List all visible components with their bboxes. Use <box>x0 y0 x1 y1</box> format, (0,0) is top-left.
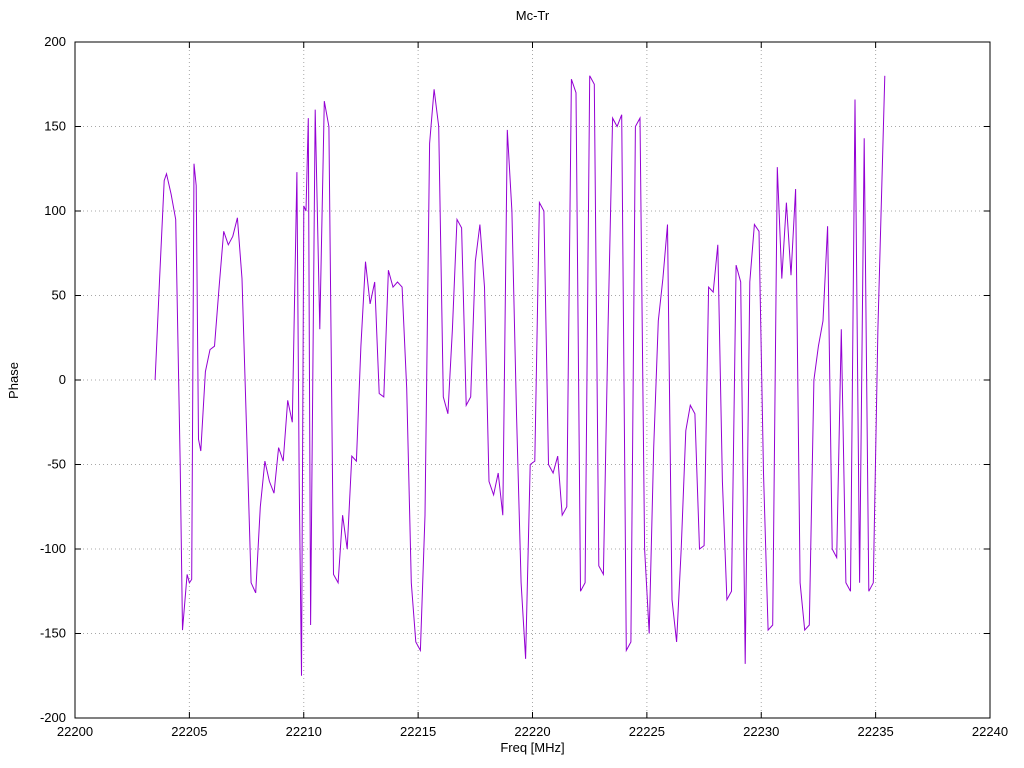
x-tick-label: 22235 <box>858 724 894 739</box>
x-axis-label: Freq [MHz] <box>500 740 565 755</box>
y-tick-label: -50 <box>47 457 66 472</box>
x-tick-label: 22240 <box>972 724 1008 739</box>
x-tick-label: 22200 <box>57 724 93 739</box>
plot-border <box>74 41 991 719</box>
chart-title: Mc-Tr <box>515 8 550 23</box>
y-tick-label: -150 <box>40 626 66 641</box>
x-tick-label: 22225 <box>629 724 665 739</box>
y-tick-label: 150 <box>44 119 66 134</box>
x-tick-label: 22210 <box>286 724 322 739</box>
phase-trace <box>154 75 886 676</box>
y-tick-label: 100 <box>44 203 66 218</box>
y-tick-label: -200 <box>40 710 66 725</box>
x-tick-label: 22230 <box>743 724 779 739</box>
x-tick-label: 22215 <box>400 724 436 739</box>
y-tick-label: 0 <box>59 372 66 387</box>
x-tick-label: 22205 <box>171 724 207 739</box>
y-axis-label: Phase <box>5 361 21 399</box>
x-tick-label: 22220 <box>514 724 550 739</box>
y-tick-label: -100 <box>40 541 66 556</box>
y-axis-label-wrap: Phase <box>2 42 24 718</box>
y-tick-label: 200 <box>44 34 66 49</box>
y-tick-label: 50 <box>52 288 66 303</box>
